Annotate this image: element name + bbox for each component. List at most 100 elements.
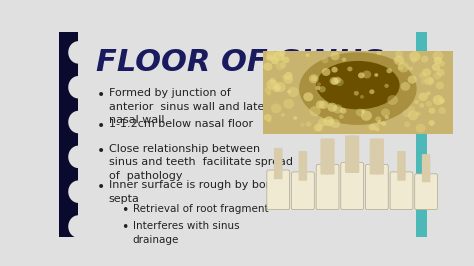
FancyBboxPatch shape [267, 170, 290, 210]
Circle shape [371, 123, 379, 130]
Circle shape [271, 103, 282, 113]
Circle shape [282, 75, 286, 79]
Circle shape [436, 82, 444, 89]
Circle shape [356, 109, 365, 117]
Circle shape [404, 121, 410, 127]
Circle shape [331, 67, 338, 73]
Circle shape [374, 73, 378, 77]
Text: •: • [121, 204, 128, 217]
Bar [416, 32, 427, 237]
Text: •: • [97, 88, 105, 102]
Circle shape [271, 57, 279, 64]
Circle shape [422, 68, 431, 77]
Circle shape [266, 55, 273, 61]
Circle shape [270, 78, 276, 83]
Circle shape [361, 109, 365, 113]
Circle shape [408, 75, 417, 84]
Ellipse shape [68, 146, 89, 168]
Circle shape [340, 108, 346, 114]
Circle shape [266, 51, 276, 60]
Circle shape [424, 77, 434, 85]
Text: •: • [97, 144, 105, 157]
FancyBboxPatch shape [390, 172, 413, 210]
Circle shape [270, 80, 279, 88]
Text: 1-1.2cm below nasal floor: 1-1.2cm below nasal floor [109, 119, 253, 129]
Circle shape [280, 62, 286, 68]
Circle shape [398, 62, 409, 72]
Circle shape [329, 77, 338, 85]
Circle shape [281, 113, 285, 117]
Circle shape [283, 75, 293, 84]
Circle shape [408, 106, 415, 112]
Circle shape [368, 124, 376, 131]
Circle shape [433, 51, 443, 61]
Circle shape [275, 62, 285, 70]
Ellipse shape [316, 61, 400, 109]
Circle shape [347, 66, 353, 71]
Circle shape [426, 91, 431, 95]
Circle shape [384, 84, 389, 88]
Text: Retrieval of root fragment: Retrieval of root fragment [133, 204, 268, 214]
Circle shape [419, 103, 424, 108]
Ellipse shape [68, 76, 89, 98]
FancyBboxPatch shape [341, 163, 364, 210]
Circle shape [384, 115, 389, 119]
Circle shape [284, 72, 292, 80]
Circle shape [438, 107, 446, 114]
Circle shape [421, 56, 428, 63]
FancyBboxPatch shape [351, 135, 359, 173]
Circle shape [275, 49, 285, 58]
Circle shape [267, 119, 272, 123]
Circle shape [432, 63, 440, 71]
Circle shape [331, 78, 339, 85]
Circle shape [403, 109, 411, 117]
Circle shape [306, 53, 310, 57]
Circle shape [434, 57, 442, 64]
Circle shape [335, 78, 344, 86]
Circle shape [318, 118, 327, 127]
Bar [59, 32, 78, 237]
Circle shape [293, 116, 297, 120]
Circle shape [375, 127, 380, 131]
FancyBboxPatch shape [370, 139, 378, 174]
Circle shape [300, 123, 305, 127]
Circle shape [316, 86, 320, 90]
Circle shape [416, 124, 426, 133]
Circle shape [315, 123, 323, 131]
Circle shape [330, 119, 340, 128]
Circle shape [330, 52, 340, 60]
Ellipse shape [68, 215, 89, 238]
Circle shape [375, 117, 381, 122]
Circle shape [342, 57, 346, 62]
Circle shape [387, 95, 398, 105]
FancyBboxPatch shape [326, 139, 335, 174]
Circle shape [437, 69, 445, 76]
Text: FLOOR OF SINUS: FLOOR OF SINUS [96, 48, 384, 77]
Circle shape [287, 90, 291, 93]
Circle shape [273, 85, 280, 92]
Circle shape [416, 111, 421, 116]
FancyBboxPatch shape [299, 151, 307, 181]
Circle shape [314, 124, 322, 132]
Circle shape [319, 101, 328, 109]
FancyBboxPatch shape [320, 139, 329, 174]
FancyBboxPatch shape [274, 148, 283, 179]
Circle shape [421, 79, 427, 84]
Circle shape [279, 50, 286, 56]
Circle shape [433, 95, 444, 105]
Circle shape [316, 101, 325, 109]
Circle shape [334, 77, 341, 83]
Circle shape [264, 87, 272, 94]
Circle shape [264, 114, 272, 121]
FancyBboxPatch shape [345, 135, 354, 173]
FancyBboxPatch shape [415, 174, 438, 210]
Circle shape [306, 121, 311, 127]
Text: Inner surface is rough by bony
septa: Inner surface is rough by bony septa [109, 180, 279, 204]
Circle shape [401, 82, 410, 91]
Circle shape [428, 120, 435, 126]
FancyBboxPatch shape [375, 139, 384, 174]
Circle shape [273, 51, 284, 61]
Ellipse shape [299, 52, 417, 125]
Circle shape [275, 82, 286, 92]
Circle shape [317, 82, 321, 86]
